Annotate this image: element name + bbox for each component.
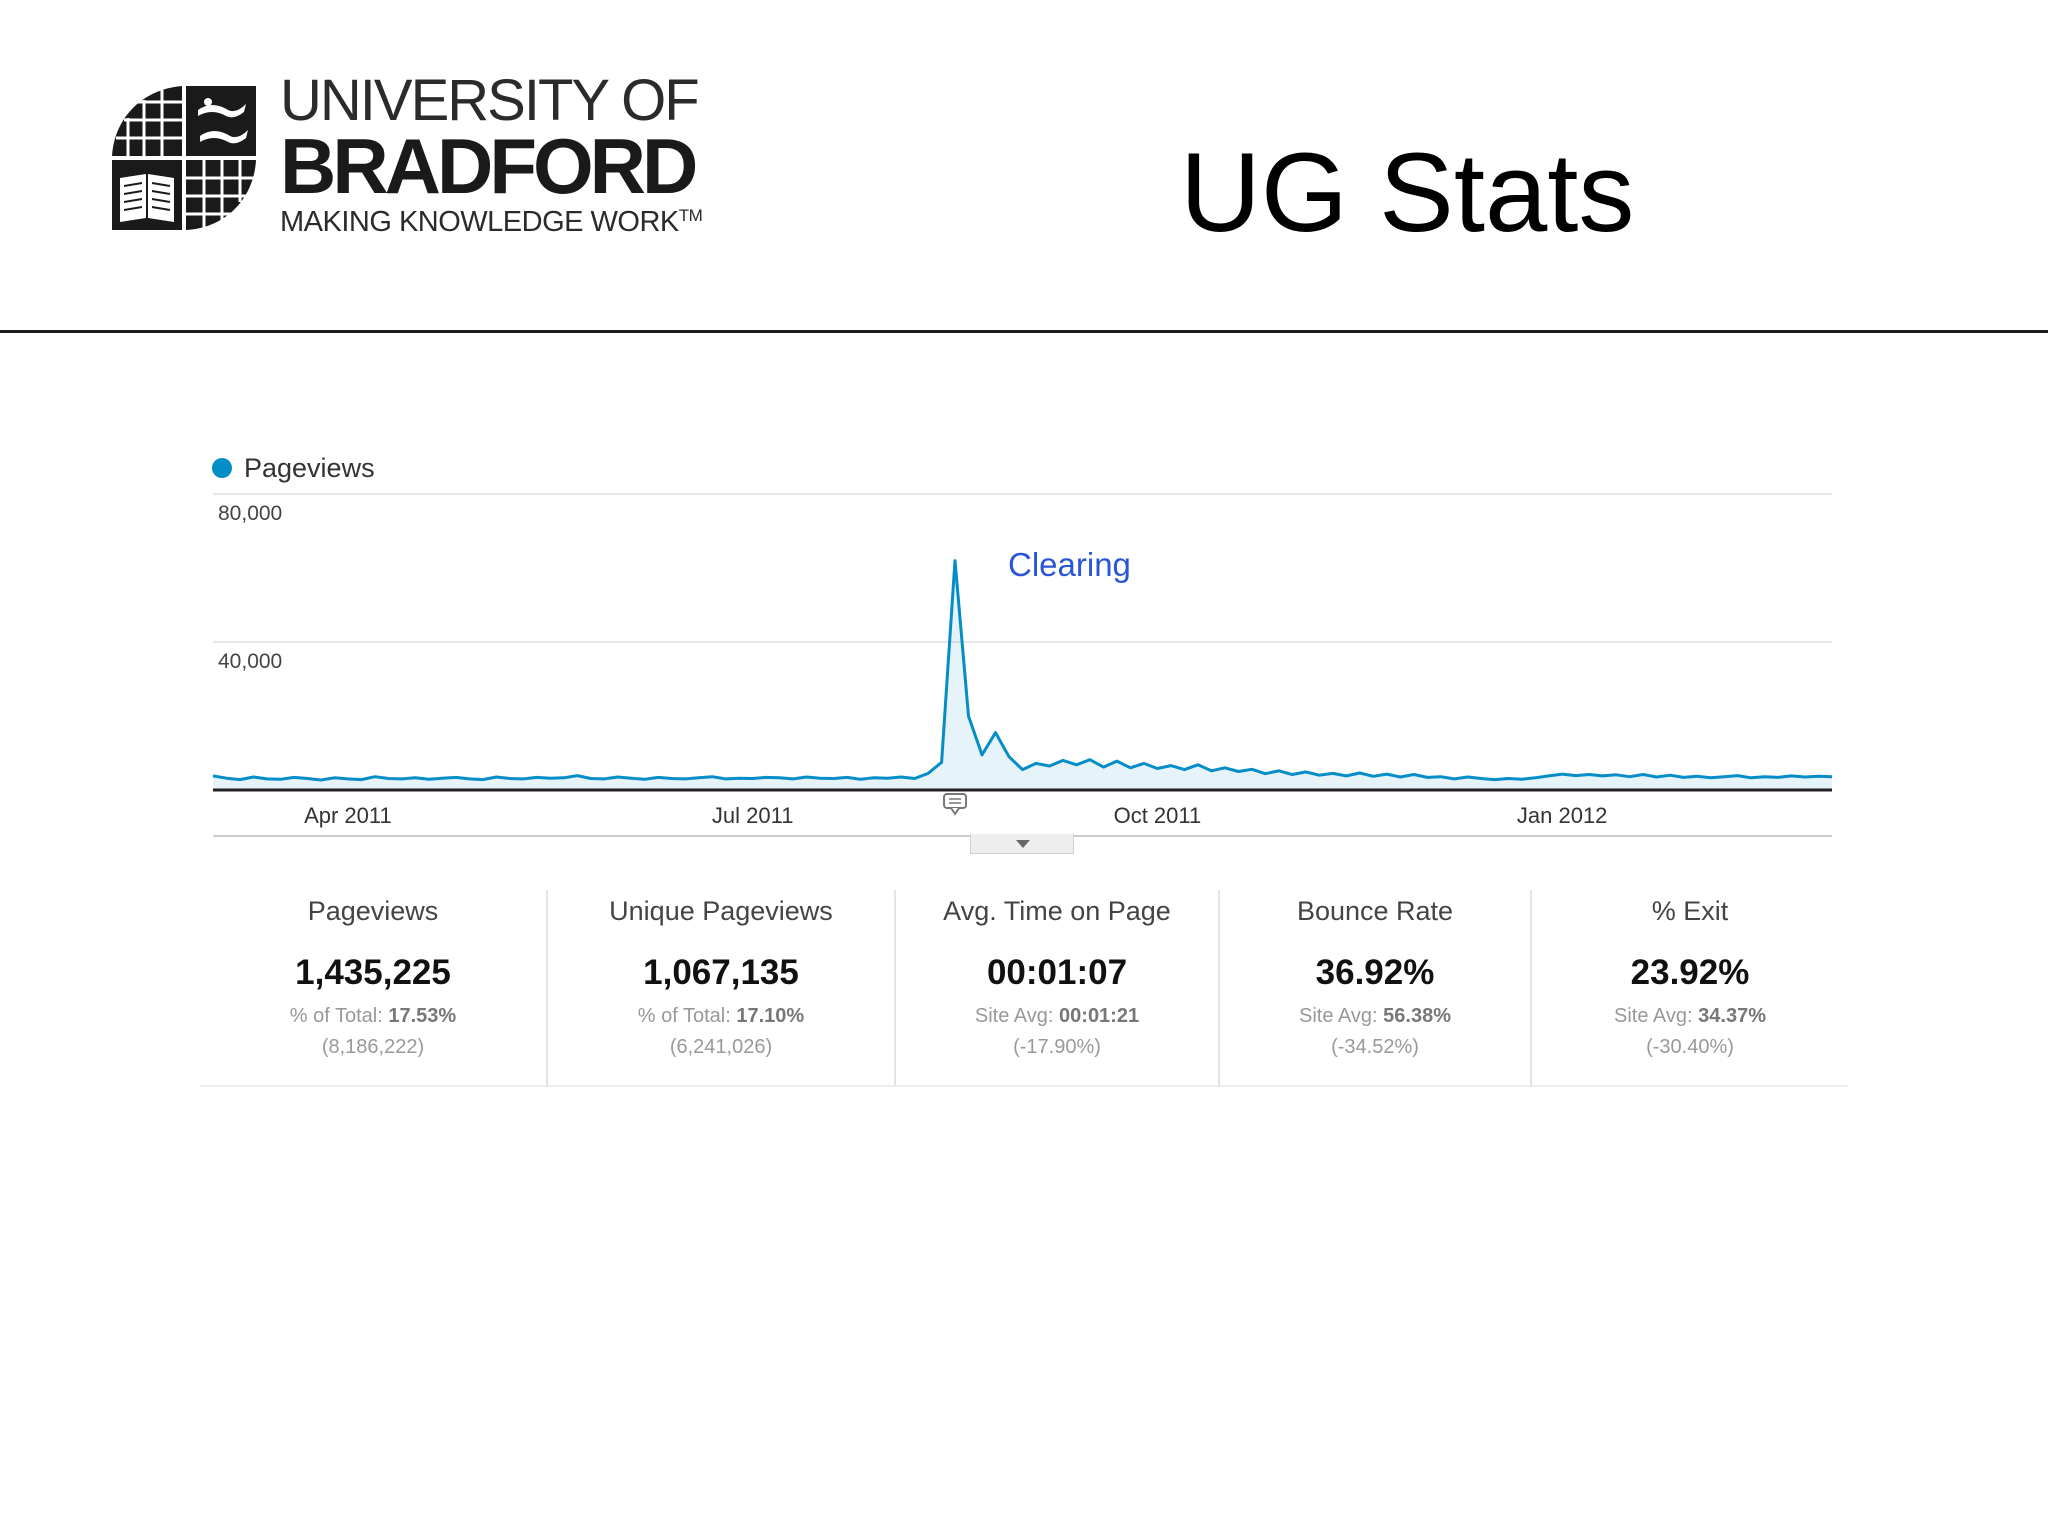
metric-comparison: Site Avg: 00:01:21	[896, 1005, 1218, 1028]
university-logo: UNIVERSITY OF BRADFORD MAKING KNOWLEDGE …	[108, 72, 728, 252]
logo-line-bradford: BRADFORD	[280, 122, 698, 210]
metric-value: 23.92%	[1630, 953, 1750, 992]
metric-avg-time-on-page[interactable]: Avg. Time on Page 00:01:07 Site Avg: 00:…	[896, 890, 1220, 1085]
annotation-marker-icon	[943, 793, 968, 816]
header-divider	[0, 330, 2048, 333]
metric-comparison: Site Avg: 34.37%	[1532, 1005, 1848, 1028]
logo-tagline: MAKING KNOWLEDGE WORKTM	[280, 202, 703, 242]
metric-label: Unique Pageviews	[609, 896, 833, 926]
chart-legend[interactable]: Pageviews	[212, 450, 375, 486]
metric-comparison-prefix: % of Total:	[637, 1005, 731, 1027]
series-area	[213, 560, 1832, 790]
metric-total: (-30.40%)	[1646, 1036, 1734, 1058]
y-tick-label: 80,000	[218, 502, 282, 525]
metric-label: Avg. Time on Page	[943, 896, 1171, 926]
logo-line-university: UNIVERSITY OF	[280, 68, 700, 133]
metric-comparison-prefix: % of Total:	[289, 1005, 383, 1027]
metric-label: Bounce Rate	[1296, 896, 1454, 926]
metric-value: 00:01:07	[986, 953, 1128, 992]
metric-value: 1,435,225	[295, 953, 451, 992]
metric-comparison-value: 56.38%	[1383, 1005, 1451, 1027]
metric-value: 1,067,135	[643, 953, 799, 992]
x-tick-label: Oct 2011	[1114, 803, 1202, 828]
range-toggle-handle[interactable]	[970, 834, 1074, 854]
metric-bounce-rate[interactable]: Bounce Rate 36.92% Site Avg: 56.38% (-34…	[1220, 890, 1532, 1085]
metric-comparison-prefix: Site Avg:	[1614, 1005, 1693, 1027]
metrics-scorecard: Pageviews 1,435,225 % of Total: 17.53% (…	[200, 890, 1848, 1087]
metric-comparison-prefix: Site Avg:	[974, 1005, 1054, 1027]
logo-wordmark: UNIVERSITY OF BRADFORD MAKING KNOWLEDGE …	[280, 68, 703, 242]
pageviews-chart[interactable]: 80,000 40,000 Apr 2011 Jul 2011 Oct 2011 Jan …	[0, 0, 2048, 880]
metric-comparison-prefix: Site Avg:	[1299, 1005, 1378, 1027]
metric-comparison-value: 00:01:21	[1059, 1005, 1140, 1027]
chart-annotation-clearing: Clearing	[1008, 546, 1131, 583]
university-crest-icon	[112, 86, 256, 230]
metric-comparison: % of Total: 17.53%	[200, 1005, 546, 1028]
x-tick-label: Apr 2011	[304, 803, 392, 828]
logo-trademark: TM	[678, 206, 703, 225]
metric-comparison-value: 34.37%	[1698, 1005, 1766, 1027]
metric-comparison-value: 17.10%	[736, 1005, 805, 1027]
metric-label: % Exit	[1651, 896, 1729, 926]
series-line-pageviews	[212, 559, 1833, 782]
logo-tagline-text: MAKING KNOWLEDGE WORK	[280, 206, 679, 238]
metric-total: (6,241,026)	[669, 1036, 773, 1058]
legend-label: Pageviews	[244, 452, 375, 483]
metric-comparison: % of Total: 17.10%	[548, 1005, 894, 1028]
metric-total: (8,186,222)	[321, 1036, 425, 1058]
metric-total: (-34.52%)	[1331, 1036, 1419, 1058]
x-tick-label: Jan 2012	[1517, 803, 1608, 828]
metric-unique-pageviews[interactable]: Unique Pageviews 1,067,135 % of Total: 1…	[548, 890, 896, 1085]
metric-label: Pageviews	[307, 896, 439, 926]
metric-value: 36.92%	[1315, 953, 1435, 992]
y-tick-label: 40,000	[218, 650, 282, 673]
legend-dot-icon	[212, 458, 232, 478]
metric-exit[interactable]: % Exit 23.92% Site Avg: 34.37% (-30.40%)	[1532, 890, 1848, 1085]
metric-total: (-17.90%)	[1013, 1036, 1101, 1058]
metric-comparison-value: 17.53%	[388, 1005, 457, 1027]
metric-pageviews[interactable]: Pageviews 1,435,225 % of Total: 17.53% (…	[200, 890, 548, 1085]
metric-comparison: Site Avg: 56.38%	[1220, 1005, 1530, 1028]
slide-title: UG Stats	[1180, 130, 1635, 255]
x-tick-label: Jul 2011	[712, 803, 794, 828]
